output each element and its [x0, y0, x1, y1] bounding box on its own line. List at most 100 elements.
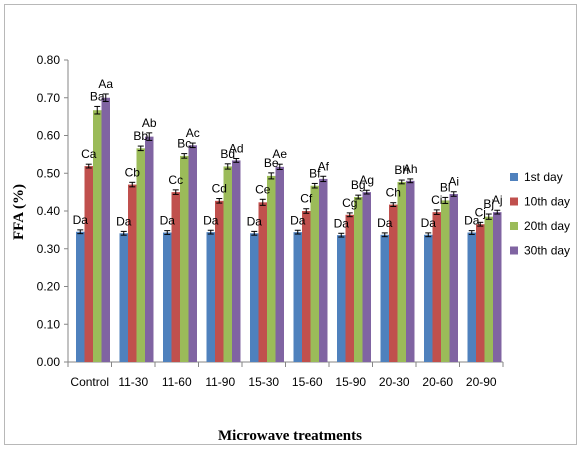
- axes: 0.00 0.10 0.20 0.30 0.40 0.50 0.60 0.70 0.80 Cont…: [37, 53, 504, 389]
- data-label: Bj: [483, 197, 494, 211]
- legend-label: 20th day: [524, 219, 570, 233]
- bar: [441, 200, 450, 362]
- y-tick-label: 0.20: [37, 280, 61, 294]
- legend: 1st day 10th day 20th day 30th day: [510, 170, 570, 258]
- bar: [119, 233, 128, 362]
- bar: [93, 110, 102, 363]
- data-label: Ba: [90, 89, 105, 103]
- data-label: Da: [247, 214, 263, 228]
- bar: [345, 214, 354, 362]
- bar: [406, 180, 415, 362]
- bar: [389, 204, 398, 362]
- bar: [232, 160, 241, 362]
- data-label: Bh: [394, 163, 409, 177]
- bar: [380, 234, 389, 362]
- bars: [76, 93, 502, 363]
- data-labels: Da Da Da Da Da Da Da Da Da Da Ca Cb Cc Cd Ce Cf Cg Ch Ci Cj…: [73, 77, 503, 230]
- legend-swatch: [510, 197, 518, 206]
- bar: [493, 212, 502, 362]
- data-label: Be: [264, 156, 279, 170]
- data-label: Da: [421, 216, 437, 230]
- bar: [101, 97, 110, 362]
- data-label: Ag: [359, 173, 374, 187]
- bar: [467, 232, 476, 362]
- data-label: Da: [116, 214, 132, 228]
- bar: [319, 178, 328, 362]
- y-axis-title: FFA (%): [11, 184, 27, 240]
- x-tick-label: 15-60: [292, 375, 323, 389]
- data-label: Ce: [255, 182, 271, 196]
- data-label: Bb: [133, 129, 148, 143]
- x-tick-label: 15-90: [335, 375, 366, 389]
- y-tick-label: 0.60: [37, 129, 61, 143]
- y-tick-label: 0.70: [37, 91, 61, 105]
- bar: [136, 148, 145, 362]
- data-label: Da: [334, 216, 350, 230]
- bar: [267, 175, 276, 362]
- data-label: Bd: [220, 147, 235, 161]
- bar: [215, 200, 224, 362]
- x-tick-label: 15-30: [248, 375, 279, 389]
- data-label: Ca: [81, 147, 97, 161]
- data-label: Cb: [125, 165, 141, 179]
- y-tick-label: 0.40: [37, 204, 61, 218]
- bar: [432, 212, 441, 362]
- data-label: Ah: [403, 162, 418, 176]
- data-label: Ch: [386, 186, 401, 200]
- data-label: Da: [73, 213, 89, 227]
- bar: [354, 197, 363, 362]
- bar: [163, 232, 172, 362]
- y-tick-label: 0.10: [37, 317, 61, 331]
- data-label: Da: [464, 214, 480, 228]
- bar: [188, 145, 197, 362]
- data-label: Ac: [186, 126, 200, 140]
- bar: [424, 234, 433, 362]
- bar: [293, 232, 302, 362]
- data-label: Ai: [448, 175, 459, 189]
- data-label: Da: [377, 216, 393, 230]
- bar: [128, 184, 137, 362]
- bar: [449, 194, 458, 362]
- data-label: Da: [203, 213, 219, 227]
- bar: [397, 181, 406, 362]
- data-label: Ae: [272, 147, 287, 161]
- bar: [180, 155, 189, 362]
- legend-swatch: [510, 222, 518, 230]
- bar: [362, 192, 371, 362]
- bar: [484, 216, 493, 362]
- bar: [206, 232, 215, 362]
- legend-swatch: [510, 173, 518, 181]
- data-label: Bi: [440, 180, 451, 194]
- bar: [171, 192, 180, 362]
- data-label: Cg: [342, 196, 357, 210]
- data-label: Bc: [177, 137, 191, 151]
- data-label: Ci: [431, 193, 442, 207]
- x-tick-label: 20-60: [422, 375, 453, 389]
- bar: [337, 235, 346, 362]
- legend-label: 10th day: [524, 195, 570, 209]
- x-tick-label: 20-30: [379, 375, 410, 389]
- data-label: Cf: [300, 192, 313, 206]
- y-tick-label: 0.00: [37, 355, 61, 369]
- data-label: Ad: [229, 142, 244, 156]
- data-label: Cd: [212, 182, 227, 196]
- x-tick-label: 11-30: [118, 375, 148, 389]
- y-tick-label: 0.30: [37, 242, 61, 256]
- bar: [84, 166, 93, 362]
- data-label: Ab: [142, 116, 157, 130]
- bar: [302, 211, 311, 362]
- x-tick-label: 11-60: [162, 375, 192, 389]
- legend-label: 1st day: [524, 170, 563, 184]
- legend-label: 30th day: [524, 244, 570, 258]
- bar: [310, 185, 319, 362]
- bar: [76, 231, 85, 362]
- legend-swatch: [510, 246, 518, 255]
- data-label: Bg: [351, 178, 366, 192]
- bar: [476, 224, 485, 362]
- x-tick-label: 11-90: [205, 375, 235, 389]
- x-tick-label: 20-90: [466, 375, 497, 389]
- bar: [145, 136, 154, 362]
- y-tick-label: 0.50: [37, 166, 61, 180]
- bar: [223, 166, 232, 362]
- y-tick-label: 0.80: [37, 53, 61, 67]
